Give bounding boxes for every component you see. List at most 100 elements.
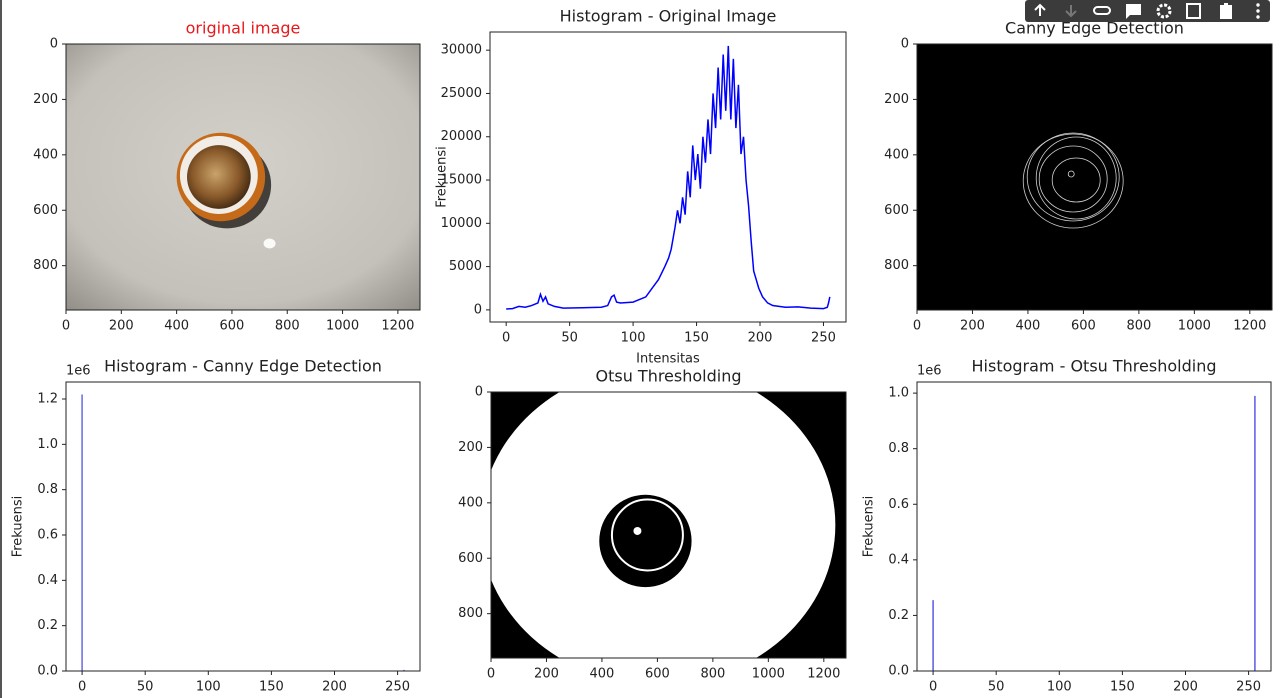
- x-tick-label: 100: [1047, 680, 1072, 695]
- y-tick-label: 800: [884, 258, 909, 273]
- y-tick-label: 600: [458, 551, 483, 566]
- y-tick-label: 400: [33, 147, 58, 162]
- x-tick-label: 200: [1173, 680, 1198, 695]
- move-down-button[interactable]: [1065, 5, 1077, 18]
- threshold-ring: [610, 498, 684, 572]
- y-tick-label: 0.2: [888, 608, 909, 623]
- y-tick-label: 0.8: [37, 482, 58, 497]
- y-tick-label: 0.4: [37, 573, 58, 588]
- edge-contour: [1035, 136, 1117, 220]
- y-tick-label: 5000: [449, 259, 482, 274]
- y-tick-label: 0.2: [37, 618, 58, 633]
- y-tick-label: 400: [458, 495, 483, 510]
- axes-frame: [65, 381, 421, 672]
- y-tick-label: 0.6: [888, 497, 909, 512]
- photo-jar-inner: [187, 145, 251, 209]
- toolbar-bg: [1025, 0, 1270, 22]
- x-tick-label: 800: [700, 667, 725, 682]
- edge-background: [917, 44, 1272, 310]
- y-axis-label: Frekuensi: [11, 496, 26, 558]
- photo-reflection: [263, 238, 276, 249]
- histogram-bar: [1254, 395, 1256, 671]
- y-tick-label: 200: [458, 440, 483, 455]
- y-tick-label: 600: [33, 203, 58, 218]
- cell-toolbar: [1025, 0, 1270, 22]
- y-tick-label: 800: [458, 606, 483, 621]
- link-button[interactable]: [1093, 6, 1111, 15]
- chart-title: Canny Edge Detection: [1005, 19, 1184, 38]
- histogram-bar: [403, 669, 405, 671]
- cell-border: [0, 0, 2, 698]
- x-tick-label: 100: [621, 331, 646, 346]
- x-tick-label: 1200: [807, 667, 840, 682]
- histogram-line: [506, 45, 831, 310]
- x-tick-label: 400: [590, 667, 615, 682]
- x-tick-label: 150: [1110, 680, 1135, 695]
- y-tick-label: 0: [475, 385, 483, 400]
- edge-contour: [1038, 145, 1108, 213]
- mirror-button[interactable]: [1186, 3, 1201, 19]
- x-axis-label: Intensitas: [636, 352, 700, 367]
- x-tick-label: 250: [811, 331, 836, 346]
- x-tick-label: 1000: [326, 319, 359, 334]
- x-tick-label: 250: [385, 680, 410, 695]
- edge-contour: [1022, 133, 1124, 229]
- x-tick-label: 600: [645, 667, 670, 682]
- x-tick-label: 200: [960, 319, 985, 334]
- threshold-inner: [617, 504, 678, 566]
- x-tick-label: 0: [913, 319, 921, 334]
- y-tick-label: 400: [884, 147, 909, 162]
- x-tick-label: 100: [196, 680, 221, 695]
- x-tick-label: 0: [78, 680, 86, 695]
- y-tick-label: 0: [901, 37, 909, 52]
- x-tick-label: 0: [502, 331, 510, 346]
- y-tick-label: 200: [33, 92, 58, 107]
- threshold-spot: [633, 526, 642, 535]
- x-tick-label: 200: [109, 319, 134, 334]
- y-tick-label: 0: [50, 37, 58, 52]
- x-tick-label: 200: [534, 667, 559, 682]
- x-tick-label: 0: [929, 680, 937, 695]
- y-tick-label: 1.0: [888, 386, 909, 401]
- delete-button[interactable]: [1220, 3, 1232, 19]
- y-tick-label: 0.0: [888, 664, 909, 679]
- x-tick-label: 800: [1126, 319, 1151, 334]
- y-tick-label: 0.8: [888, 441, 909, 456]
- chart-title: Otsu Thresholding: [595, 367, 741, 386]
- x-tick-label: 800: [275, 319, 300, 334]
- chart-title: Histogram - Canny Edge Detection: [104, 357, 382, 376]
- x-tick-label: 400: [164, 319, 189, 334]
- x-tick-label: 150: [684, 331, 709, 346]
- x-tick-label: 250: [1236, 680, 1261, 695]
- comment-button[interactable]: [1125, 4, 1141, 19]
- x-tick-label: 50: [561, 331, 578, 346]
- histogram-bar: [81, 394, 83, 671]
- x-tick-label: 50: [988, 680, 1005, 695]
- move-up-button[interactable]: [1034, 3, 1046, 16]
- settings-button[interactable]: [1156, 3, 1172, 19]
- y-tick-label: 10000: [441, 216, 482, 231]
- x-tick-label: 0: [487, 667, 495, 682]
- x-tick-label: 1200: [1233, 319, 1266, 334]
- x-tick-label: 1000: [752, 667, 785, 682]
- axis-offset-label: 1e6: [917, 364, 942, 379]
- y-tick-label: 0.6: [37, 528, 58, 543]
- y-tick-label: 30000: [441, 43, 482, 58]
- chart-title: Histogram - Otsu Thresholding: [972, 357, 1217, 376]
- axis-offset-label: 1e6: [66, 364, 91, 379]
- x-tick-label: 0: [62, 319, 70, 334]
- x-tick-label: 150: [259, 680, 284, 695]
- histogram-bar: [932, 600, 934, 671]
- edge-dot: [1067, 170, 1075, 178]
- more-button[interactable]: [1256, 3, 1260, 19]
- x-tick-label: 200: [322, 680, 347, 695]
- y-tick-label: 0: [474, 302, 482, 317]
- y-tick-label: 600: [884, 203, 909, 218]
- axes-frame: [489, 31, 847, 323]
- x-tick-label: 200: [748, 331, 773, 346]
- y-tick-label: 0.0: [37, 664, 58, 679]
- y-tick-label: 1.0: [37, 437, 58, 452]
- x-tick-label: 1000: [1178, 319, 1211, 334]
